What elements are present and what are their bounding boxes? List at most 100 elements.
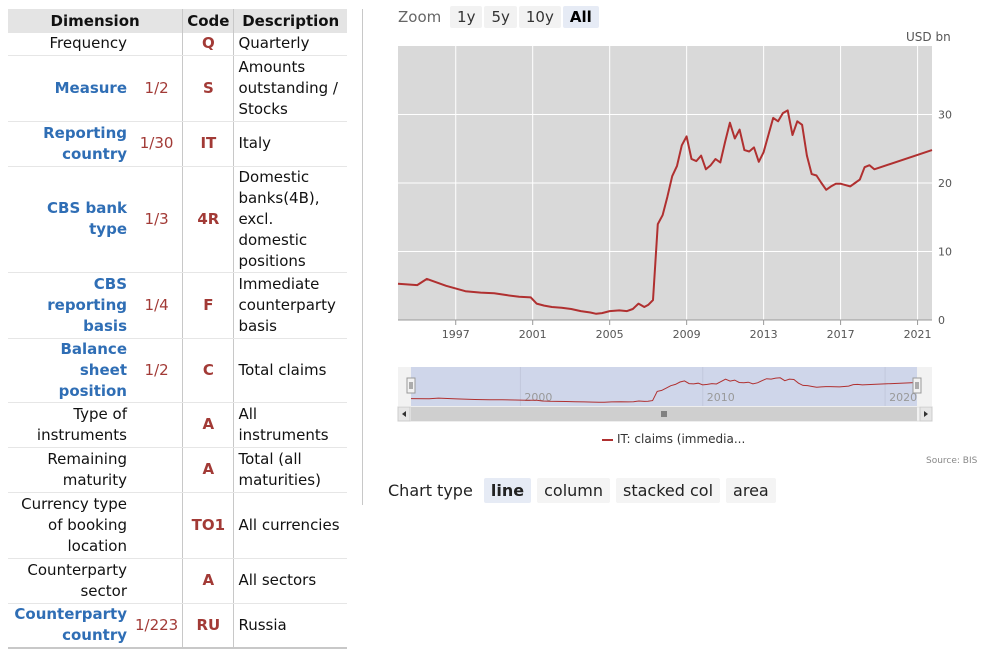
zoom-button-5y[interactable]: 5y xyxy=(484,6,517,28)
y-tick-label: 0 xyxy=(938,314,945,327)
scrollbar-thumb xyxy=(411,407,917,421)
dimension-code: A xyxy=(182,447,235,493)
dimension-name: Type of instruments xyxy=(8,402,131,448)
navigator-handle-right xyxy=(912,377,922,394)
chart-type-selector: Chart type line column stacked col area xyxy=(388,478,782,503)
dimension-name[interactable]: CBS bank type xyxy=(8,166,131,273)
chart-type-label: Chart type xyxy=(388,481,473,500)
dimension-code: Q xyxy=(182,33,235,56)
dimension-description: All currencies xyxy=(233,492,347,559)
dimension-name[interactable]: Reporting country xyxy=(8,121,131,167)
dimension-name: Counterparty sector xyxy=(8,558,131,604)
table-row[interactable]: Reporting country 1/30 IT Italy xyxy=(8,121,347,167)
zoom-label: Zoom xyxy=(398,8,442,26)
dimension-name[interactable]: Measure xyxy=(8,55,131,122)
scrollbar-track xyxy=(397,406,933,422)
table-row: Remaining maturity A Total (all maturities… xyxy=(8,447,347,493)
zoom-selector: Zoom 1y 5y 10y All xyxy=(398,6,601,28)
panel-divider xyxy=(362,9,363,505)
dimension-count: 1/2 xyxy=(131,338,184,403)
chart-type-button-stacked-col[interactable]: stacked col xyxy=(616,478,721,503)
navigator-tick-label: 2000 xyxy=(524,391,552,404)
table-row: Type of instruments A All instruments xyxy=(8,402,347,448)
chart-type-button-area[interactable]: area xyxy=(726,478,776,503)
dimension-description: Total claims xyxy=(233,338,347,403)
x-tick-label: 1997 xyxy=(442,328,470,341)
dimension-name[interactable]: Counterparty country xyxy=(8,603,131,649)
dimension-description: Russia xyxy=(233,603,347,649)
navigator-window xyxy=(411,367,917,406)
dimension-description: All sectors xyxy=(233,558,347,604)
navigator-tick-label: 2020 xyxy=(889,391,917,404)
dimension-count xyxy=(131,33,184,56)
x-tick-label: 2017 xyxy=(827,328,855,341)
dimension-description: Quarterly xyxy=(233,33,347,56)
dimension-name: Remaining maturity xyxy=(8,447,131,493)
dimension-count xyxy=(131,558,184,604)
y-tick-label: 10 xyxy=(938,246,952,259)
zoom-button-10y[interactable]: 10y xyxy=(518,6,561,28)
dimension-description: All instruments xyxy=(233,402,347,448)
zoom-button-All[interactable]: All xyxy=(562,6,599,28)
dimension-count: 1/4 xyxy=(131,272,184,339)
chart-type-button-line[interactable]: line xyxy=(483,478,532,503)
chart-type-button-column[interactable]: column xyxy=(537,478,611,503)
table-row: Counterparty sector A All sectors xyxy=(8,558,347,604)
dimension-code: S xyxy=(182,55,235,122)
dimension-code: C xyxy=(182,338,235,403)
x-tick-label: 2013 xyxy=(750,328,778,341)
table-row: Frequency Q Quarterly xyxy=(8,33,347,56)
dimension-count: 1/2 xyxy=(131,55,184,122)
header-description: Description xyxy=(233,9,347,33)
table-body: Frequency Q Quarterly Measure 1/2 S Amounts ou… xyxy=(8,33,347,649)
x-tick-label: 2009 xyxy=(673,328,701,341)
dimension-code: RU xyxy=(182,603,235,649)
scroll-right-button xyxy=(919,406,933,422)
scroll-left-button xyxy=(397,406,411,422)
dimension-description: Italy xyxy=(233,121,347,167)
dimension-count xyxy=(131,402,184,448)
dimension-name: Frequency xyxy=(8,33,131,56)
source-note: Source: BIS xyxy=(926,456,978,466)
plot-area xyxy=(398,46,932,320)
table-row[interactable]: Measure 1/2 S Amounts outstanding / Stocks xyxy=(8,55,347,122)
dimension-count: 1/223 xyxy=(131,603,184,649)
x-tick-label: 2021 xyxy=(904,328,932,341)
zoom-button-1y[interactable]: 1y xyxy=(450,6,483,28)
x-tick-label: 2005 xyxy=(596,328,624,341)
table-row: Currency type of booking location TO1 All … xyxy=(8,492,347,559)
dimension-code: 4R xyxy=(182,166,235,273)
header-dimension: Dimension xyxy=(8,9,184,33)
navigator-track xyxy=(398,367,932,406)
dimension-count xyxy=(131,447,184,493)
dimension-code: TO1 xyxy=(182,492,235,559)
chart-legend[interactable]: IT: claims (immedia... xyxy=(602,432,745,446)
dimension-name[interactable]: CBS reporting basis xyxy=(8,272,131,339)
navigator-tick-label: 2010 xyxy=(707,391,735,404)
arrow-right-icon xyxy=(924,411,928,417)
dimension-description: Immediate counterparty basis xyxy=(233,272,347,339)
table-row[interactable]: CBS bank type 1/3 4R Domestic banks(4B), ex… xyxy=(8,166,347,273)
arrow-left-icon xyxy=(402,411,406,417)
header-code: Code xyxy=(182,9,235,33)
dimension-count xyxy=(131,492,184,559)
series-line xyxy=(397,109,933,315)
dimension-name[interactable]: Balance sheet position xyxy=(8,338,131,403)
dimension-description: Domestic banks(4B), excl. domestic posit… xyxy=(233,166,347,273)
dimension-code: A xyxy=(182,558,235,604)
y-tick-label: 30 xyxy=(938,109,952,122)
table-header-row: Dimension Code Description xyxy=(8,9,347,33)
table-row[interactable]: Balance sheet position 1/2 C Total claims xyxy=(8,338,347,403)
dimension-code: A xyxy=(182,402,235,448)
dimension-description: Amounts outstanding / Stocks xyxy=(233,55,347,122)
legend-label: IT: claims (immedia... xyxy=(617,432,746,446)
navigator-series-line xyxy=(410,377,918,403)
x-tick-label: 2001 xyxy=(519,328,547,341)
dimension-count: 1/3 xyxy=(131,166,184,273)
table-row[interactable]: CBS reporting basis 1/4 F Immediate counter… xyxy=(8,272,347,339)
dimension-code: IT xyxy=(182,121,235,167)
table-row[interactable]: Counterparty country 1/223 RU Russia xyxy=(8,603,347,649)
legend-swatch xyxy=(602,438,613,441)
y-tick-label: 20 xyxy=(938,177,952,190)
navigator-handle-left xyxy=(406,377,416,394)
